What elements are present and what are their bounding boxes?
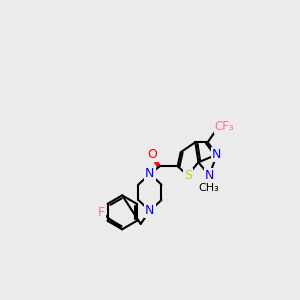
Text: F: F	[98, 206, 105, 219]
Text: S: S	[184, 169, 192, 182]
Text: N: N	[145, 204, 154, 217]
Text: N: N	[212, 148, 222, 161]
Text: CF₃: CF₃	[215, 120, 234, 134]
Text: N: N	[205, 169, 214, 182]
Text: CH₃: CH₃	[199, 183, 220, 193]
Text: N: N	[145, 167, 154, 180]
Text: O: O	[147, 148, 157, 161]
